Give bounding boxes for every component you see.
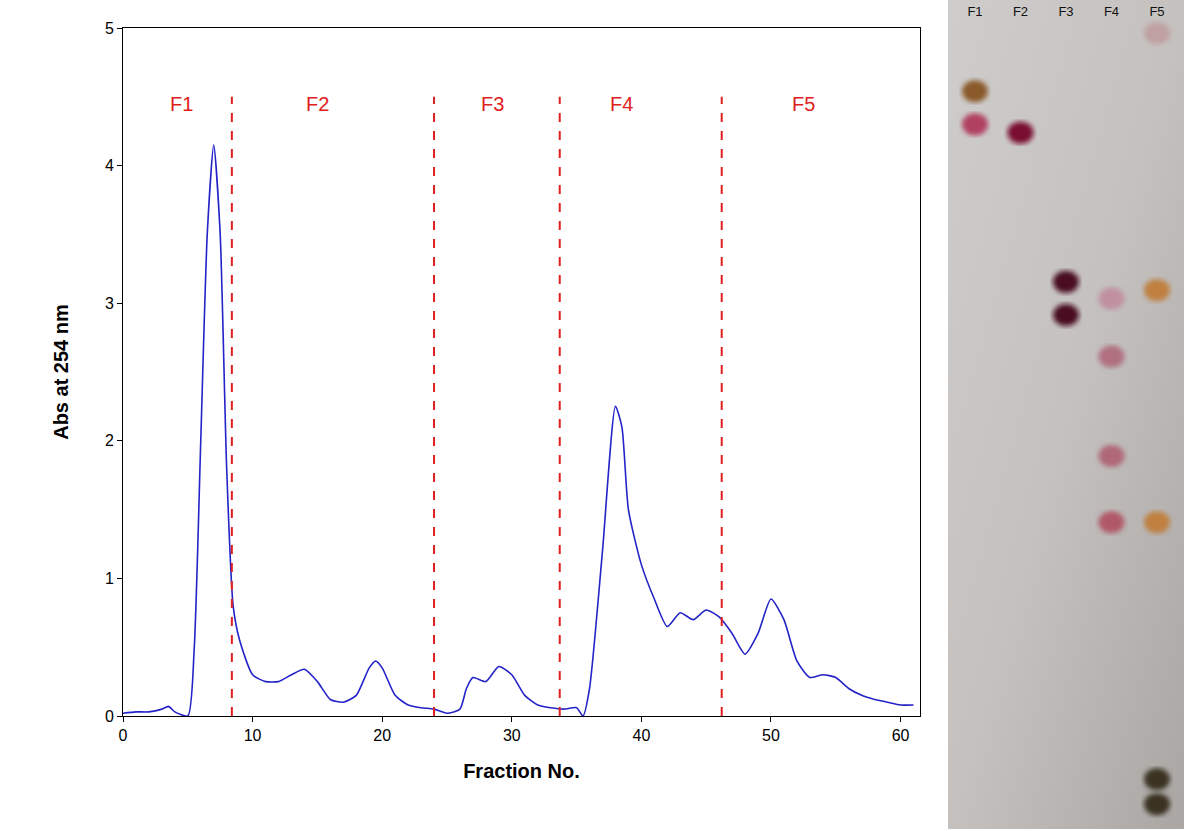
- svg-text:10: 10: [244, 727, 262, 744]
- svg-text:F4: F4: [1104, 4, 1119, 19]
- svg-text:50: 50: [762, 727, 780, 744]
- svg-text:60: 60: [892, 727, 910, 744]
- svg-text:40: 40: [632, 727, 650, 744]
- svg-text:2: 2: [105, 432, 114, 449]
- svg-text:Abs at 254 nm: Abs at 254 nm: [50, 304, 72, 440]
- svg-text:F4: F4: [610, 93, 633, 115]
- svg-text:F3: F3: [481, 93, 504, 115]
- svg-text:20: 20: [373, 727, 391, 744]
- svg-text:3: 3: [105, 295, 114, 312]
- svg-text:30: 30: [503, 727, 521, 744]
- svg-text:F2: F2: [306, 93, 329, 115]
- svg-text:0: 0: [105, 708, 114, 725]
- svg-text:F1: F1: [967, 4, 982, 19]
- svg-text:4: 4: [105, 157, 114, 174]
- svg-text:F2: F2: [1013, 4, 1028, 19]
- svg-text:F1: F1: [170, 93, 193, 115]
- svg-text:1: 1: [105, 570, 114, 587]
- svg-text:5: 5: [105, 20, 114, 37]
- svg-text:0: 0: [119, 727, 128, 744]
- svg-text:F3: F3: [1058, 4, 1073, 19]
- svg-text:Fraction No.: Fraction No.: [463, 760, 580, 782]
- svg-text:F5: F5: [792, 93, 815, 115]
- svg-text:F5: F5: [1149, 4, 1164, 19]
